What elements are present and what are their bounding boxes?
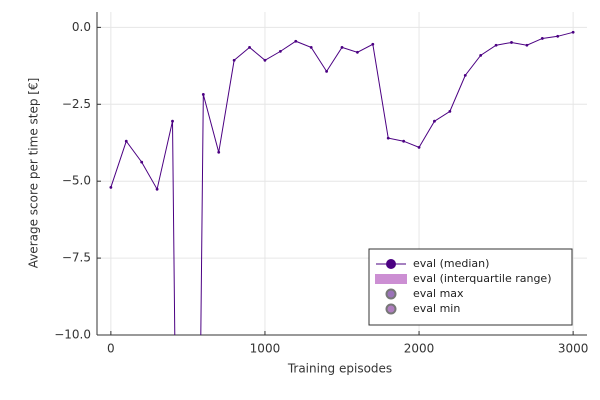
y-tick-label: −10.0: [54, 328, 91, 342]
point: [540, 37, 544, 40]
y-tick-label: −5.0: [62, 174, 91, 188]
point: [463, 73, 467, 77]
point: [402, 139, 406, 143]
legend-label: eval (interquartile range): [413, 272, 551, 285]
point: [248, 45, 251, 49]
point: [217, 150, 221, 154]
x-tick-label: 1000: [250, 342, 281, 356]
point: [325, 69, 328, 73]
legend-swatch: [385, 288, 397, 300]
point: [340, 45, 344, 49]
point: [140, 160, 144, 164]
point: [309, 45, 313, 49]
point: [510, 41, 513, 44]
y-tick-label: −2.5: [62, 97, 91, 111]
y-axis-label: Average score per time step [€]: [27, 78, 41, 269]
point: [124, 139, 128, 143]
y-tick-label: 0.0: [72, 20, 91, 34]
point: [494, 43, 498, 47]
legend-label: eval max: [413, 287, 464, 300]
series-line: [110, 31, 574, 335]
point: [155, 187, 159, 191]
point: [371, 42, 375, 46]
point: [294, 39, 298, 43]
legend-box: [368, 248, 573, 326]
point: [433, 119, 436, 123]
legend-swatch: [375, 274, 407, 284]
legend: eval (median) eval (interquartile range) e…: [368, 248, 573, 326]
x-tick-label: 2000: [404, 342, 435, 356]
y-tick-label: −7.5: [62, 251, 91, 265]
point: [232, 58, 236, 62]
point: [263, 58, 267, 62]
point: [525, 43, 529, 47]
point: [448, 109, 452, 113]
point: [356, 50, 359, 54]
point: [201, 93, 205, 96]
legend-swatch: [386, 259, 396, 269]
point: [109, 185, 113, 189]
point: [386, 136, 390, 140]
x-tick-label: 3000: [558, 342, 589, 356]
legend-label: eval (median): [413, 257, 489, 270]
point: [417, 145, 421, 149]
point: [556, 34, 560, 38]
legend-swatch: [385, 303, 397, 315]
plot-area: [109, 30, 575, 335]
point: [171, 119, 174, 123]
x-tick-label: 0: [107, 342, 115, 356]
point: [278, 49, 282, 53]
legend-label: eval min: [413, 302, 460, 315]
x-axis-label: Training episodes: [287, 362, 392, 376]
point: [479, 53, 483, 57]
point: [571, 30, 575, 34]
